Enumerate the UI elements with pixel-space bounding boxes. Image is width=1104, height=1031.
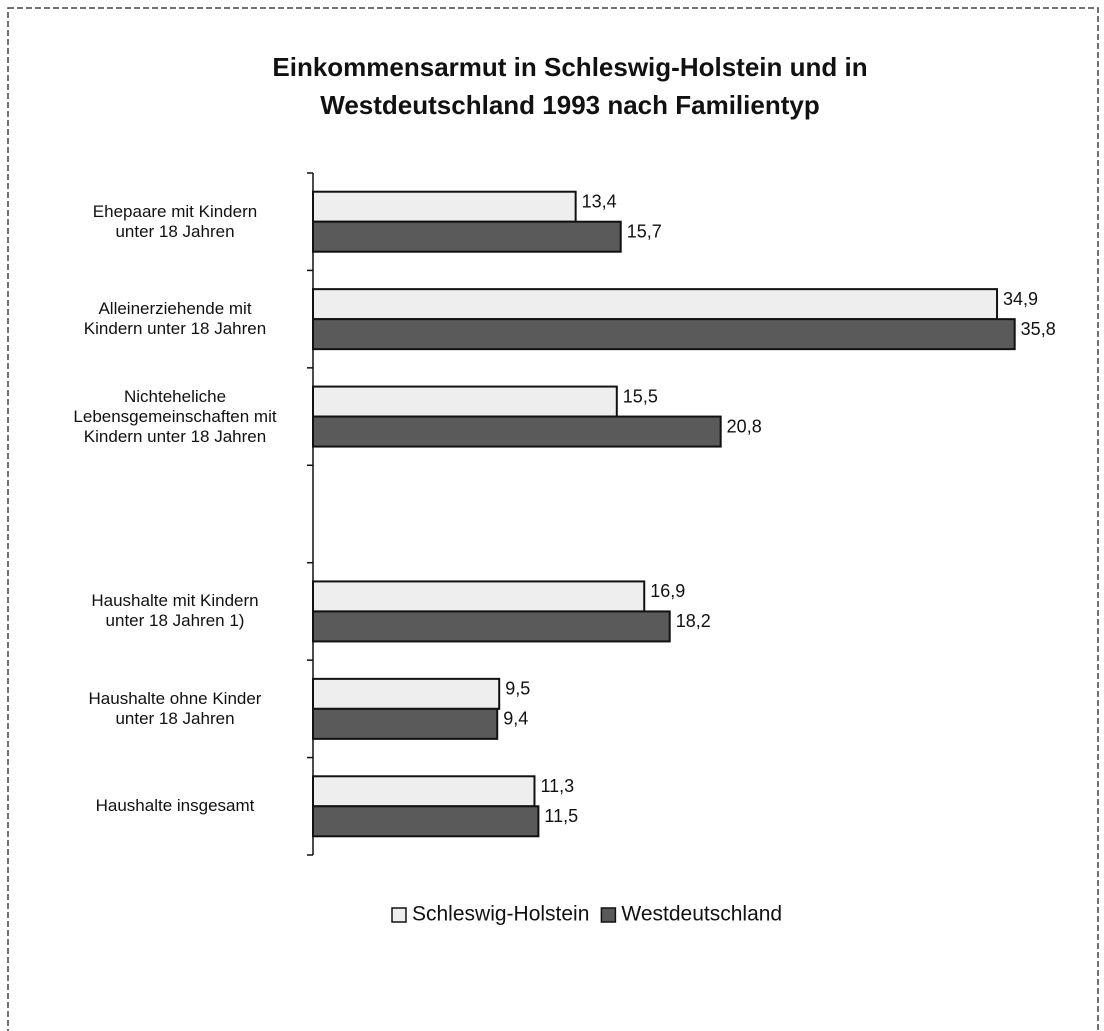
- chart-title: Einkommensarmut in Schleswig-Holstein un…: [272, 52, 868, 120]
- value-label: 35,8: [1021, 319, 1056, 339]
- bar: [312, 190, 577, 223]
- value-label: 9,4: [503, 709, 528, 729]
- y-tick-label: Nichteheliche Lebensgemeinschaften mit K…: [73, 386, 277, 446]
- chart-frame: [7, 7, 1099, 1031]
- value-label: 13,4: [582, 191, 617, 211]
- y-tick-label: Alleinerziehende mit Kindern unter 18 Ja…: [83, 299, 267, 339]
- value-label: 11,3: [540, 776, 574, 796]
- legend-label: Schleswig-Holstein: [412, 903, 589, 926]
- bar: [312, 415, 722, 448]
- bar: [312, 677, 501, 710]
- bar: [312, 580, 646, 613]
- bar: [312, 220, 622, 253]
- value-label: 16,9: [650, 581, 685, 601]
- bar: [312, 775, 536, 808]
- bar: [312, 288, 999, 321]
- legend-label: Westdeutschland: [621, 903, 782, 926]
- bar: [312, 610, 671, 643]
- y-tick-label: Haushalte mit Kindern unter 18 Jahren 1): [91, 591, 259, 631]
- bar: [312, 805, 540, 838]
- value-label: 18,2: [676, 611, 711, 631]
- value-label: 11,5: [544, 806, 578, 826]
- value-label: 34,9: [1003, 289, 1038, 309]
- value-label: 20,8: [727, 416, 762, 436]
- y-tick-label: Haushalte ohne Kinder unter 18 Jahren: [88, 688, 262, 728]
- bar: [312, 707, 499, 740]
- y-tick-label: Ehepaare mit Kindern unter 18 Jahren: [92, 201, 258, 241]
- legend-swatch: [391, 907, 407, 923]
- value-label: 9,5: [505, 679, 530, 699]
- legend-swatch: [600, 907, 617, 923]
- value-label: 15,7: [627, 221, 662, 241]
- bar: [312, 318, 1016, 351]
- value-label: 15,5: [623, 386, 658, 406]
- bar: [312, 385, 618, 418]
- y-tick-label: Haushalte insgesamt: [95, 796, 255, 816]
